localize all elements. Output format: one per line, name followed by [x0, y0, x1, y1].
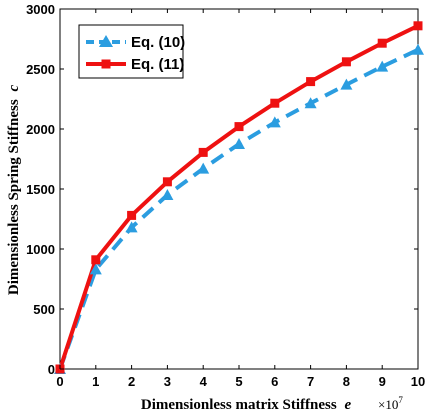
y-tick-label: 500 [33, 302, 55, 317]
series-0-point [161, 189, 174, 200]
series-1-point [413, 21, 423, 31]
legend: Eq. (10) Eq. (11) [78, 24, 185, 79]
series-0-point [268, 116, 281, 128]
x-tick-label: 3 [164, 374, 171, 389]
x-tick-label: 4 [200, 374, 208, 389]
x-tick-label: 8 [343, 374, 350, 389]
x-tick-label: 7 [307, 374, 314, 389]
y-tick-label: 0 [48, 362, 55, 377]
x-tick-label: 1 [92, 374, 99, 389]
x-tick-label: 2 [128, 374, 135, 389]
series-1-point [377, 38, 387, 48]
series-1-point [234, 122, 244, 132]
series-1-point [162, 177, 172, 187]
x-axis-multiplier: ×107 [378, 395, 403, 412]
y-tick-label: 1500 [26, 182, 55, 197]
series-layer [54, 21, 424, 374]
series-0-point [304, 97, 317, 109]
ticks-layer: 0 500 1000 1500 2000 2500 3000 0 1 2 3 4 5 6 7 8 9 10 [26, 2, 425, 389]
x-tick-label: 10 [411, 374, 425, 389]
series-1-point [127, 210, 137, 220]
x-tick-label: 0 [56, 374, 63, 389]
x-tick-label: 6 [271, 374, 278, 389]
series-1-point [198, 147, 208, 157]
series-0-point [233, 138, 245, 149]
legend-item-eq11: Eq. (11) [86, 56, 184, 73]
series-1-point [270, 98, 280, 108]
x-tick-label: 5 [235, 374, 242, 389]
legend-marker-eq10 [99, 35, 113, 47]
series-0-point [376, 60, 389, 72]
series-1-point [306, 77, 316, 87]
y-tick-label: 3000 [26, 2, 55, 17]
series-1-point [341, 57, 351, 67]
legend-label-eq11: Eq. (11) [131, 56, 184, 73]
legend-label-eq10: Eq. (10) [131, 34, 185, 51]
y-axis-label: Dimensionless Spring Stiffness c [6, 85, 22, 296]
legend-box [78, 24, 184, 79]
y-tick-label: 2000 [26, 122, 55, 137]
series-0-point [412, 43, 424, 55]
series-line-0 [58, 47, 419, 370]
series-1-point [91, 255, 101, 265]
x-tick-label: 9 [379, 374, 386, 389]
legend-marker-eq11 [101, 59, 111, 69]
series-0-point [125, 221, 138, 233]
legend-item-eq10: Eq. (10) [86, 34, 185, 51]
x-axis-label: Dimensionless matrix Stiffness e [141, 397, 352, 413]
series-0-point [89, 263, 102, 275]
y-tick-label: 2500 [26, 62, 55, 77]
series-0-point [197, 162, 210, 174]
y-tick-label: 1000 [26, 242, 55, 257]
series-0-point [340, 78, 353, 90]
